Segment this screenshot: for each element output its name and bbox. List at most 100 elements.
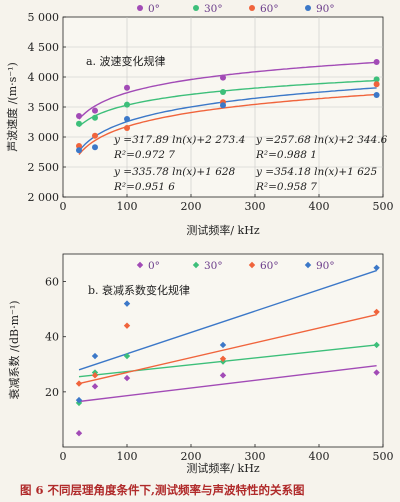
y-tick-label-4500: 4 500 [28, 41, 60, 54]
x-axis-label-a: 测试频率/ kHz [186, 223, 259, 237]
r2-2: R²=0.951 6 [113, 181, 175, 193]
x-tick-label-300: 300 [245, 200, 266, 213]
r2-3: R²=0.958 7 [255, 181, 317, 193]
legend-marker-90° [304, 261, 312, 269]
point-60°-3 [219, 355, 227, 362]
y-ticks-b: 20 40 60 [45, 276, 66, 399]
point-60°-0 [75, 380, 83, 387]
point-30°-4 [373, 341, 380, 349]
fit-line-0° [78, 364, 377, 403]
equation-3: y =354.18 ln(x)+1 625 [255, 166, 378, 178]
point-0°-0 [75, 430, 83, 437]
legend-marker-0° [136, 261, 144, 269]
legend-label-30°: 30° [204, 260, 223, 272]
y-ticks-a: 2 000 2 500 3 000 3 500 4 000 4 500 5 000 [28, 11, 66, 204]
point-90°-2 [123, 300, 131, 307]
point-90°-4 [373, 264, 380, 271]
points-b [75, 264, 380, 437]
point-0°-4 [373, 59, 380, 65]
y-tick-label-4000: 4 000 [28, 71, 60, 84]
chart-attenuation: 0 100 200 300 400 500 20 40 60 0° 30° 60° 90° b. 衰… [7, 253, 394, 475]
point-0°-1 [92, 107, 98, 114]
r2-1: R²=0.988 1 [255, 149, 317, 161]
point-60°-1 [91, 372, 99, 379]
point-90°-2 [124, 116, 130, 122]
point-60°-4 [373, 81, 380, 88]
point-0°-0 [76, 113, 82, 119]
r2-0: R²=0.972 7 [113, 149, 175, 161]
point-30°-4 [373, 76, 380, 83]
x-tick-label-500: 500 [373, 200, 394, 213]
point-30°-0 [76, 120, 82, 127]
x-tick-label-400: 400 [309, 200, 330, 213]
equation-2: y =335.78 ln(x)+1 628 [113, 166, 236, 178]
y-tick-label-5000: 5 000 [28, 11, 60, 24]
x-tick-label-200: 200 [181, 200, 202, 213]
point-60°-2 [124, 125, 130, 131]
grid-a [63, 17, 383, 197]
legend-label-60°: 60° [260, 260, 279, 272]
legend-label-60°: 60° [260, 3, 279, 15]
point-60°-1 [92, 132, 98, 139]
figure-caption: 图 6 不同层理角度条件下,测试频率与声波特性的关系图 [20, 483, 305, 497]
legend-marker-60° [248, 261, 256, 269]
point-90°-0 [75, 396, 83, 404]
x-ticks-a: 0 100 200 300 400 500 [60, 194, 394, 213]
chart-wave-velocity: 0 100 200 300 400 500 2 000 2 500 3 000 3 500 4 0… [5, 3, 394, 237]
legend-label-30°: 30° [204, 3, 223, 15]
x-tick-label-100: 100 [117, 450, 138, 463]
point-0°-3 [219, 372, 227, 379]
x-tick-label-500: 500 [373, 450, 394, 463]
y-tick-label-3000: 3 000 [28, 131, 60, 144]
equation-1: y =257.68 ln(x)+2 344.6 [255, 134, 388, 146]
x-tick-label-400: 400 [309, 450, 330, 463]
point-90°-3 [219, 341, 227, 349]
legend-label-0°: 0° [148, 3, 160, 15]
y-axis-label-a: 声波速度 /(m·s⁻¹) [5, 62, 19, 152]
x-ticks-b: 0 100 200 300 400 500 [60, 444, 394, 463]
point-90°-4 [373, 92, 380, 98]
x-tick-label-0: 0 [60, 450, 67, 463]
x-tick-label-200: 200 [181, 450, 202, 463]
point-30°-1 [92, 114, 98, 121]
legend-label-90°: 90° [316, 260, 335, 272]
point-30°-2 [124, 101, 130, 108]
point-0°-4 [373, 369, 380, 376]
fit-lines-b [78, 269, 377, 403]
point-30°-3 [220, 89, 226, 95]
subtitle-a: a. 波速变化规律 [86, 54, 166, 68]
point-60°-4 [373, 308, 380, 316]
legend-marker-0° [137, 5, 143, 11]
legend-marker-60° [249, 5, 255, 11]
x-tick-label-300: 300 [245, 450, 266, 463]
point-0°-1 [91, 383, 99, 390]
fit-line-0° [78, 61, 377, 120]
y-tick-label-2500: 2 500 [28, 161, 60, 174]
equations-a: y =317.89 ln(x)+2 273.4 R²=0.972 7 y =25… [113, 134, 388, 193]
fit-line-90° [78, 269, 377, 371]
y-tick-label-2000: 2 000 [28, 191, 60, 204]
point-90°-1 [91, 352, 99, 360]
points-a [76, 59, 380, 154]
point-0°-3 [220, 74, 226, 81]
point-30°-2 [123, 352, 131, 360]
point-90°-3 [220, 102, 226, 109]
point-60°-0 [76, 143, 82, 149]
x-axis-label-b: 测试频率/ kHz [186, 461, 259, 475]
legend-a: 0° 30° 60° 90° [137, 3, 335, 15]
y-axis-label-b: 衰减系数 /(dB·m⁻¹) [7, 300, 21, 399]
y-tick-label-60: 60 [45, 276, 59, 289]
legend-label-0°: 0° [148, 260, 160, 272]
legend-label-90°: 90° [316, 3, 335, 15]
x-tick-label-0: 0 [60, 200, 67, 213]
legend-marker-30° [193, 5, 199, 11]
y-tick-label-3500: 3 500 [28, 101, 60, 114]
equation-0: y =317.89 ln(x)+2 273.4 [113, 134, 245, 146]
y-tick-label-20: 20 [45, 386, 59, 399]
legend-b: 0° 30° 60° 90° [136, 260, 335, 272]
legend-marker-90° [305, 5, 311, 11]
legend-marker-30° [192, 261, 200, 269]
subtitle-b: b. 衰减系数变化规律 [88, 283, 190, 297]
y-tick-label-40: 40 [45, 331, 59, 344]
